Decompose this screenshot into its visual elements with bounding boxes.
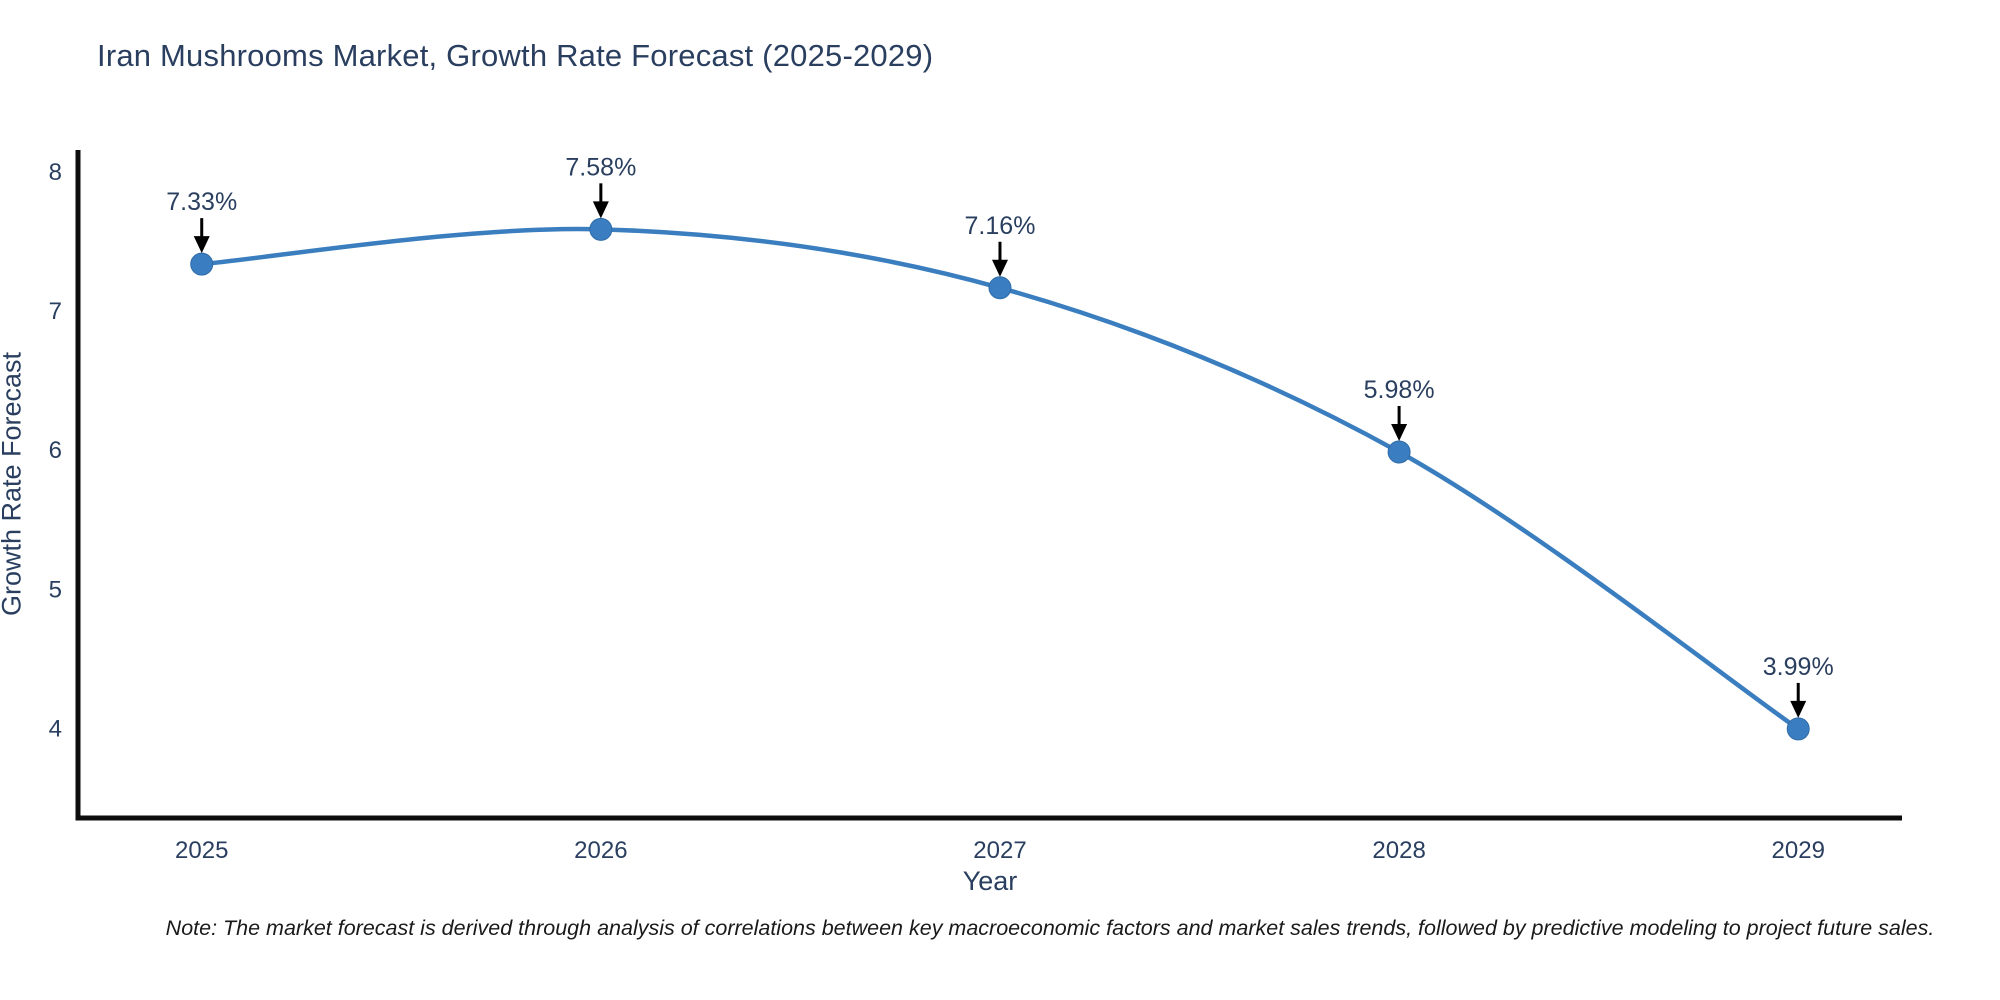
data-point[interactable] [1786, 717, 1810, 741]
point-annotation: 7.58% [565, 153, 636, 181]
annotation-arrowhead-icon [1790, 700, 1807, 718]
y-axis-title: Growth Rate Forecast [0, 351, 27, 617]
y-tick-label: 7 [49, 298, 62, 325]
x-tick-label: 2028 [1372, 837, 1425, 864]
x-tick-label: 2027 [973, 837, 1026, 864]
x-axis-title: Year [962, 866, 1018, 896]
y-tick-label: 8 [49, 159, 62, 186]
y-tick-label: 5 [49, 576, 62, 603]
y-tick-label: 6 [49, 437, 62, 464]
x-tick-label: 2025 [175, 837, 228, 864]
data-point[interactable] [988, 276, 1012, 300]
annotation-arrowhead-icon [1391, 423, 1408, 441]
data-point[interactable] [1387, 440, 1411, 464]
chart-title: Iran Mushrooms Market, Growth Rate Forec… [97, 38, 934, 73]
x-tick-label: 2026 [574, 837, 627, 864]
annotation-arrowhead-icon [193, 236, 210, 254]
data-point[interactable] [190, 252, 214, 276]
x-tick-label: 2029 [1772, 837, 1825, 864]
chart-note: Note: The market forecast is derived thr… [165, 916, 1935, 940]
point-annotation: 7.16% [965, 212, 1036, 240]
series-line [199, 226, 1801, 732]
annotation-arrowhead-icon [991, 259, 1008, 277]
point-annotation: 5.98% [1364, 376, 1435, 404]
point-annotation: 7.33% [166, 188, 237, 216]
y-tick-label: 4 [49, 716, 62, 743]
point-annotation: 3.99% [1763, 653, 1834, 681]
data-point[interactable] [589, 217, 613, 241]
annotation-arrowhead-icon [592, 201, 609, 219]
